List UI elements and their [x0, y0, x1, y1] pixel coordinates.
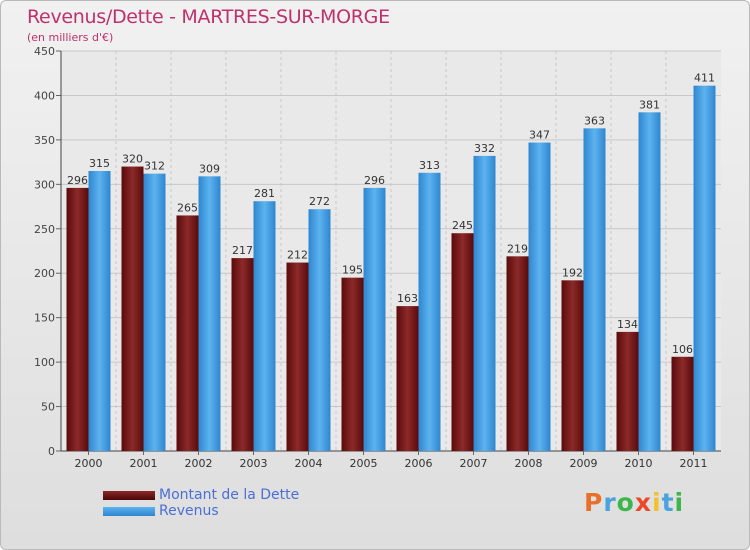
- data-label-revenus: 272: [309, 195, 330, 208]
- y-tick-label: 300: [34, 178, 55, 191]
- data-label-dette: 195: [342, 264, 363, 277]
- legend-swatch-dette: [103, 490, 155, 500]
- bar-dette: [561, 280, 584, 451]
- legend-label-revenus: Revenus: [159, 503, 219, 519]
- logo-letter: P: [584, 488, 604, 517]
- logo-letter: i: [674, 488, 685, 517]
- bar-dette: [451, 233, 474, 451]
- bar-dette: [66, 187, 89, 451]
- data-label-dette: 265: [177, 201, 198, 214]
- bar-revenus: [528, 142, 551, 452]
- data-label-dette: 296: [67, 174, 88, 187]
- data-label-revenus: 312: [144, 160, 165, 173]
- x-tick-label: 2009: [570, 457, 598, 470]
- data-label-dette: 134: [617, 318, 638, 331]
- bar-dette: [286, 262, 309, 451]
- bar-dette: [506, 256, 529, 451]
- bar-revenus: [693, 85, 716, 452]
- chart-title: Revenus/Dette - MARTRES-SUR-MORGE: [27, 6, 390, 28]
- bar-revenus: [143, 173, 166, 451]
- bar-revenus: [308, 209, 331, 451]
- data-label-revenus: 411: [694, 72, 715, 85]
- data-label-dette: 192: [562, 266, 583, 279]
- bar-revenus: [473, 155, 496, 451]
- data-label-dette: 245: [452, 219, 473, 232]
- chart-subtitle: (en milliers d'€): [27, 31, 114, 44]
- y-tick-label: 350: [34, 134, 55, 147]
- data-label-revenus: 296: [364, 174, 385, 187]
- x-tick-label: 2000: [75, 457, 103, 470]
- logo-letter: r: [603, 488, 617, 517]
- data-label-revenus: 332: [474, 142, 495, 155]
- data-label-dette: 212: [287, 249, 308, 262]
- bar-revenus: [418, 172, 441, 451]
- proxiti-logo: Proxiti: [584, 488, 684, 517]
- bar-dette: [341, 277, 364, 451]
- data-label-revenus: 347: [529, 129, 550, 142]
- bar-revenus: [198, 176, 221, 452]
- y-tick-label: 200: [34, 267, 55, 280]
- y-tick-label: 450: [34, 45, 55, 58]
- bar-dette: [231, 258, 254, 451]
- x-tick-label: 2001: [130, 457, 158, 470]
- x-tick-label: 2005: [350, 457, 378, 470]
- data-label-revenus: 381: [639, 98, 660, 111]
- legend-label-dette: Montant de la Dette: [159, 487, 300, 503]
- data-label-revenus: 363: [584, 114, 605, 127]
- bar-dette: [396, 306, 419, 451]
- data-label-dette: 106: [672, 343, 693, 356]
- x-tick-label: 2008: [515, 457, 543, 470]
- bar-revenus: [88, 171, 111, 451]
- y-tick-label: 50: [41, 401, 55, 414]
- bar-revenus: [363, 187, 386, 451]
- data-label-revenus: 315: [89, 157, 110, 170]
- data-label-dette: 163: [397, 292, 418, 305]
- x-tick-label: 2004: [295, 457, 323, 470]
- x-tick-label: 2002: [185, 457, 213, 470]
- data-label-dette: 219: [507, 242, 528, 255]
- legend-swatch-revenus: [103, 506, 155, 516]
- logo-letter: o: [616, 488, 635, 517]
- bar-revenus: [253, 201, 276, 451]
- logo-letter: i: [652, 488, 662, 517]
- x-tick-label: 2003: [240, 457, 268, 470]
- y-tick-label: 400: [34, 89, 55, 102]
- data-label-dette: 320: [122, 153, 143, 166]
- bar-dette: [176, 215, 199, 451]
- y-tick-label: 0: [48, 445, 55, 458]
- legend-item-dette: Montant de la Dette: [103, 487, 299, 503]
- data-label-dette: 217: [232, 244, 253, 257]
- legend-item-revenus: Revenus: [103, 503, 219, 519]
- x-tick-label: 2010: [625, 457, 653, 470]
- logo-letter: t: [661, 488, 675, 517]
- x-tick-label: 2011: [680, 457, 708, 470]
- bar-dette: [671, 356, 694, 451]
- data-label-revenus: 281: [254, 187, 275, 200]
- bar-dette: [616, 331, 639, 451]
- y-tick-label: 250: [34, 223, 55, 236]
- data-label-revenus: 309: [199, 162, 220, 175]
- bar-revenus: [638, 112, 661, 451]
- bar-revenus: [583, 128, 606, 451]
- bar-dette: [121, 166, 144, 452]
- y-tick-label: 100: [34, 356, 55, 369]
- y-tick-label: 150: [34, 312, 55, 325]
- logo-letter: x: [634, 488, 652, 517]
- data-label-revenus: 313: [419, 159, 440, 172]
- x-tick-label: 2006: [405, 457, 433, 470]
- x-tick-label: 2007: [460, 457, 488, 470]
